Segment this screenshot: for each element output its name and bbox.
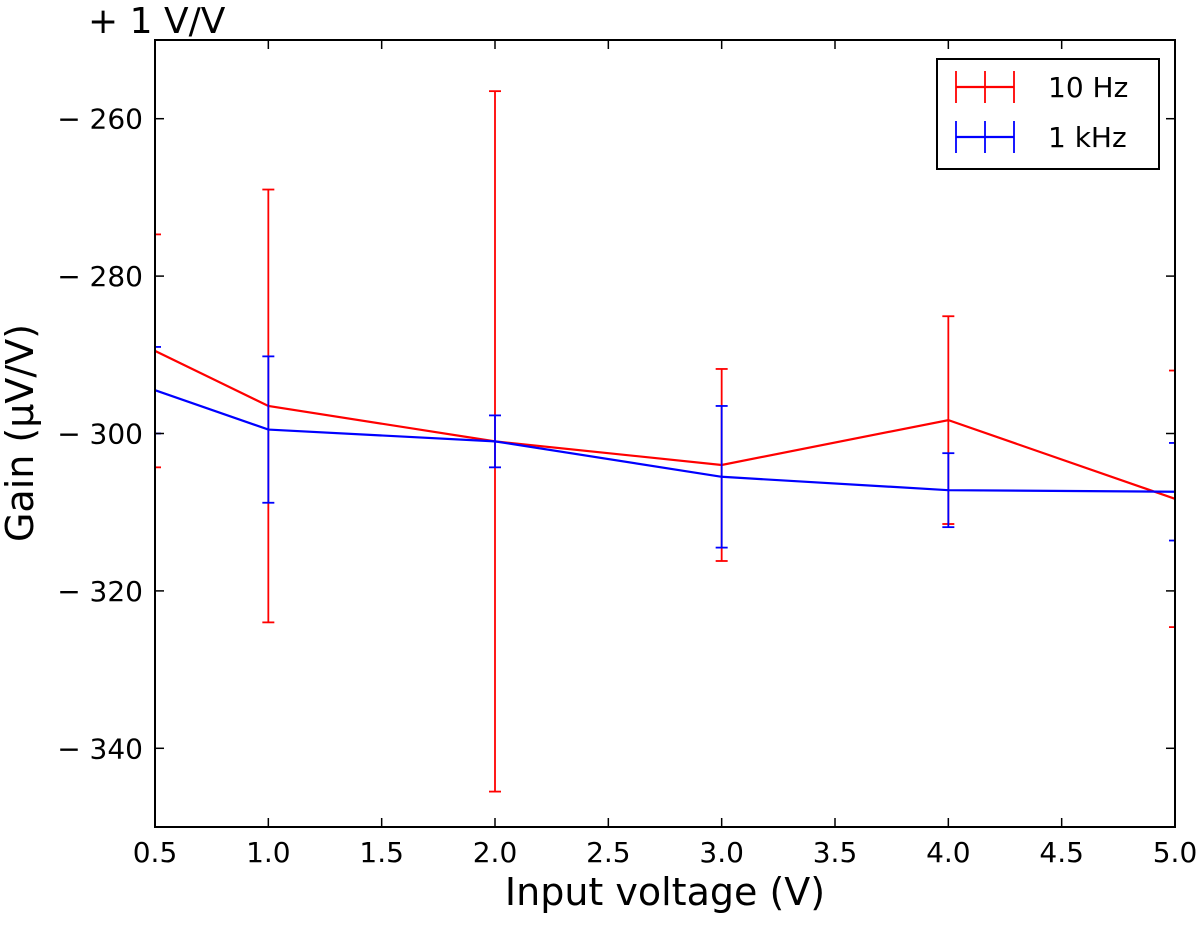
error-bar [155, 233, 161, 469]
x-tick-label: 1.0 [246, 836, 291, 869]
plot-frame [154, 39, 1176, 828]
offset-label: + 1 V/V [88, 1, 226, 42]
legend-label: 10 Hz [1048, 71, 1128, 104]
x-tick-label: 0.5 [133, 836, 178, 869]
series-10hz [155, 90, 1175, 793]
ticks-layer: 0.5 1.0 1.5 2.0 2.5 3.0 3.5 4.0 4.5 5.0 − 340 − 320… [57, 40, 1197, 869]
x-tick-label: 2.5 [586, 836, 631, 869]
legend-frame [936, 58, 1160, 170]
y-tick-label: − 300 [57, 418, 143, 451]
y-tick-label: − 340 [57, 732, 143, 765]
legend-label: 1 kHz [1048, 121, 1127, 154]
y-tick-label: − 260 [57, 103, 143, 136]
series-line [155, 389, 1175, 493]
legend: 10 Hz 1 kHz [936, 58, 1160, 170]
error-bar [1169, 442, 1175, 542]
series-layer [155, 90, 1175, 793]
legend-item: 10 Hz [955, 71, 1128, 104]
x-axis-label: Input voltage (V) [505, 870, 825, 914]
x-tick-label: 1.5 [359, 836, 404, 869]
x-tick-label: 4.5 [1039, 836, 1084, 869]
series-line [155, 349, 1175, 500]
x-tick-label: 5.0 [1153, 836, 1198, 869]
error-bar [1169, 369, 1175, 629]
x-tick-label: 2.0 [473, 836, 518, 869]
y-axis-label: Gain (µV/V) [0, 324, 42, 542]
x-tick-label: 3.5 [813, 836, 858, 869]
x-tick-label: 4.0 [926, 836, 971, 869]
x-tick-label: 3.0 [699, 836, 744, 869]
y-tick-label: − 320 [57, 575, 143, 608]
y-tick-label: − 280 [57, 260, 143, 293]
legend-item: 1 kHz [955, 121, 1127, 154]
